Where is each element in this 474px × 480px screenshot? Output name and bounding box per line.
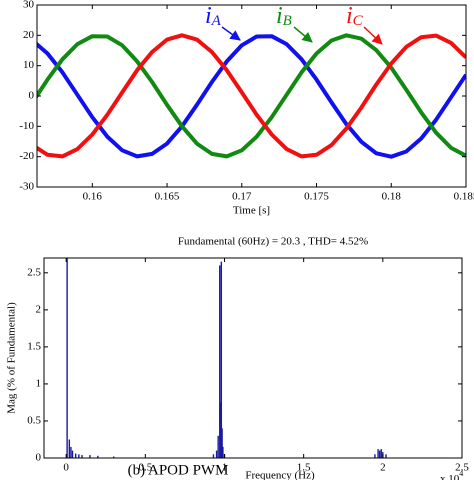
y-tick-label: 20 — [23, 29, 35, 41]
bar — [374, 454, 376, 458]
bar — [217, 435, 219, 458]
bar — [112, 456, 115, 458]
bar — [377, 449, 379, 458]
bar — [81, 455, 83, 458]
line-series — [37, 33, 466, 159]
x-tick-label: 0 — [63, 462, 69, 474]
y-tick-label: -30 — [19, 181, 34, 193]
bar — [89, 455, 91, 458]
bar — [70, 446, 72, 458]
arrows — [221, 26, 383, 45]
x-tick-label: 2 — [380, 462, 386, 474]
bar — [78, 454, 80, 458]
x-tick-label: 0.17 — [232, 191, 252, 203]
bar — [380, 449, 382, 458]
chart-title: Fundamental (60Hz) = 20.3 , THD= 4.52% — [178, 236, 368, 248]
plot-area — [37, 33, 466, 159]
arrow — [293, 26, 313, 43]
x-multiplier-base: x 10 — [440, 473, 460, 480]
annotation-main: i — [205, 3, 212, 29]
x-axis-label: Time [s] — [233, 205, 270, 217]
caption: (b) APOD PWM — [128, 462, 229, 478]
x-tick-label: 0.5 — [138, 462, 152, 474]
y-tick-label: -20 — [19, 150, 34, 162]
annotation-sub: C — [353, 13, 364, 29]
bar — [74, 453, 77, 458]
y-tick-label: 0.5 — [27, 414, 41, 426]
line-series — [37, 34, 466, 159]
y-tick-label: 2 — [36, 303, 42, 315]
annotation-sub: A — [211, 13, 222, 29]
bar — [219, 402, 222, 458]
x-tick-label: 0.185 — [454, 191, 474, 203]
axes-frame — [43, 257, 463, 459]
y-tick-label: 30 — [23, 0, 35, 11]
bar — [219, 265, 221, 458]
x-axis-label: Frequency (Hz) — [245, 470, 315, 480]
x-tick-label: 0.175 — [304, 191, 329, 203]
annotation-sub: B — [283, 13, 292, 29]
x-multiplier: x 104 — [440, 469, 463, 480]
bar — [71, 450, 74, 458]
x-tick-label: 2.5 — [455, 462, 469, 474]
y-tick-label: 2.5 — [27, 266, 41, 278]
arrow — [221, 26, 241, 41]
x-tick-label: 0.165 — [155, 191, 180, 203]
x-tick-label: 1.5 — [297, 462, 311, 474]
y-tick-label: -10 — [19, 120, 34, 132]
bar — [222, 446, 224, 458]
bar — [385, 454, 387, 458]
arrow — [363, 26, 383, 45]
x-tick-label: 1 — [222, 462, 228, 474]
bar — [97, 455, 99, 458]
x-multiplier-exp: 4 — [459, 469, 463, 478]
y-tick-label: 1.5 — [27, 340, 41, 352]
axes-frame — [36, 4, 467, 188]
series-annotation: iC — [346, 3, 364, 30]
y-tick-label: 1 — [36, 377, 42, 389]
x-tick-label: 0.18 — [382, 191, 402, 203]
bar — [378, 450, 381, 458]
annotation-main: i — [346, 3, 353, 29]
series-annotation: iB — [276, 3, 292, 30]
annotation-main: i — [276, 3, 283, 29]
x-tick-label: 0.16 — [83, 191, 103, 203]
y-tick-label: 0 — [29, 90, 35, 102]
bar — [66, 258, 68, 458]
bar — [215, 450, 218, 458]
y-axis-label: Mag (% of Fundamental) — [6, 302, 18, 414]
bar — [221, 428, 223, 458]
line-series — [37, 33, 466, 159]
bar — [220, 261, 223, 458]
series-annotation: iA — [205, 3, 222, 30]
y-tick-label: 10 — [23, 59, 35, 71]
bar — [212, 454, 215, 458]
y-tick-label: 0 — [36, 452, 42, 464]
bar — [68, 439, 71, 458]
